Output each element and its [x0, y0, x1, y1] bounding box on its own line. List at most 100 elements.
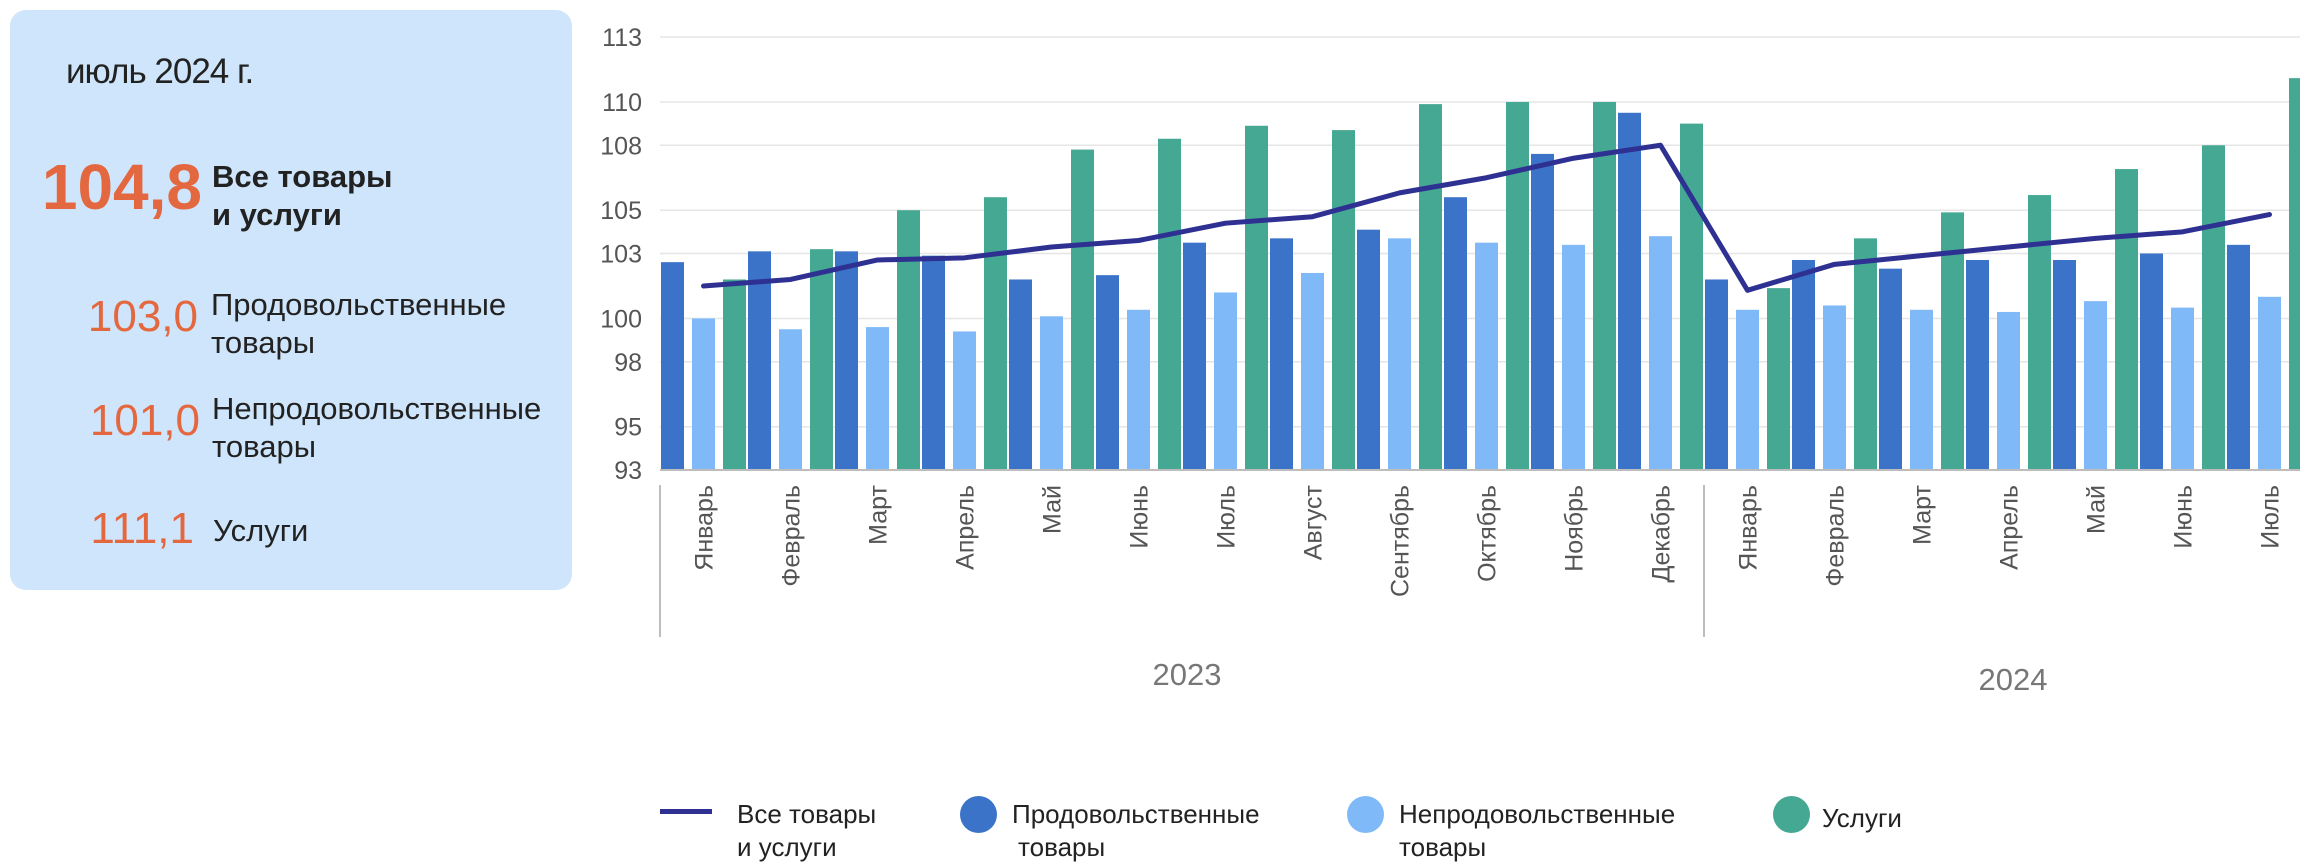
- legend-line-icon: [660, 809, 712, 814]
- x-tick-label: Май: [2083, 485, 2111, 534]
- bar-3: [810, 249, 833, 470]
- bar-1: [1183, 242, 1206, 470]
- y-tick-label: 100: [600, 305, 642, 333]
- bar-2: [1127, 309, 1150, 470]
- bar-3: [2289, 78, 2300, 470]
- bar-3: [2115, 169, 2138, 470]
- bar-3: [1506, 101, 1529, 470]
- x-tick-label: Февраль: [778, 485, 806, 587]
- bar-3: [723, 279, 746, 470]
- bar-2: [1562, 244, 1585, 470]
- summary-value-nonfood: 101,0: [89, 396, 200, 445]
- summary-label-food-2: товары: [211, 325, 315, 360]
- line-all-goods: [701, 142, 2272, 293]
- bar-3: [2202, 145, 2225, 470]
- x-tick-label: Май: [1039, 485, 1067, 534]
- bar-3: [1593, 101, 1616, 470]
- summary-label-services-1: Услуги: [213, 513, 309, 548]
- legend-label-line1: Продовольственные: [1012, 799, 1260, 829]
- bar-2: [1040, 316, 1063, 470]
- legend-label-line1: Все товары: [737, 799, 877, 829]
- bar-1: [2227, 244, 2250, 470]
- bar-2: [2084, 301, 2107, 470]
- bar-2: [953, 331, 976, 470]
- legend-label: Услуги: [1822, 802, 1902, 835]
- legend-label: Продовольственные товары: [1012, 798, 1260, 864]
- bar-2: [1475, 242, 1498, 470]
- bar-3: [1767, 288, 1790, 470]
- x-tick-label: Июль: [2257, 485, 2285, 549]
- x-tick-label: Июнь: [2170, 485, 2198, 549]
- bar-1: [748, 251, 771, 470]
- x-tick-label: Август: [1300, 484, 1328, 560]
- bar-1: [835, 251, 858, 470]
- bar-2: [2171, 307, 2194, 470]
- bar-1: [661, 262, 684, 470]
- bar-3: [1332, 130, 1355, 470]
- summary-value-food: 103,0: [87, 292, 198, 341]
- bar-3: [984, 197, 1007, 470]
- bar-3: [1419, 104, 1442, 471]
- bar-3: [897, 210, 920, 470]
- bar-1: [1096, 275, 1119, 470]
- bar-1: [1618, 112, 1641, 471]
- bar-3: [1158, 138, 1181, 470]
- bar-3: [1680, 123, 1703, 470]
- legend-label: Все товары и услуги: [737, 798, 876, 864]
- x-tick-label: Март: [1909, 484, 1937, 544]
- summary-period: июль 2024 г.: [66, 52, 254, 91]
- x-tick-label: Апрель: [952, 485, 980, 570]
- legend-label-line2: товары: [1018, 832, 1106, 862]
- bar-2: [1301, 272, 1324, 470]
- summary-label-nonfood-1: Непродовольственные: [212, 391, 542, 426]
- bar-1: [2140, 253, 2163, 470]
- x-tick-label: Октябрь: [1474, 485, 1502, 582]
- x-tick-label: Июль: [1213, 485, 1241, 549]
- bar-2: [1649, 236, 1672, 470]
- bar-1: [1444, 197, 1467, 470]
- bar-3: [2028, 195, 2051, 471]
- bar-1: [1792, 259, 1815, 470]
- x-tick-label: Февраль: [1822, 485, 1850, 587]
- group-label: 2024: [1979, 662, 2048, 697]
- group-label: 2023: [1153, 657, 1222, 692]
- bar-2: [692, 318, 715, 470]
- bar-3: [1071, 149, 1094, 470]
- y-tick-label: 103: [600, 241, 642, 269]
- legend-circle-icon: [1347, 796, 1384, 833]
- bar-1: [922, 255, 945, 470]
- bar-2: [866, 327, 889, 470]
- legend-label-line2: товары: [1399, 832, 1487, 862]
- y-tick-label: 95: [614, 414, 642, 442]
- bar-1: [2053, 259, 2076, 470]
- y-tick-label: 113: [602, 24, 642, 52]
- bar-1: [1705, 279, 1728, 470]
- legend-circle-icon: [1773, 796, 1810, 833]
- bar-1: [1879, 268, 1902, 470]
- y-tick-label: 105: [600, 197, 642, 225]
- bar-1: [1966, 259, 1989, 470]
- bar-1: [1357, 229, 1380, 470]
- bar-2: [1997, 311, 2020, 470]
- bar-3: [1941, 212, 1964, 471]
- legend-label-line1: Услуги: [1822, 803, 1902, 833]
- bar-2: [1823, 305, 1846, 470]
- summary-label-all-2: и услуги: [212, 197, 342, 232]
- x-tick-label: Июнь: [1126, 485, 1154, 549]
- legend-circle-icon: [960, 796, 997, 833]
- x-tick-label: Декабрь: [1648, 485, 1676, 582]
- x-tick-label: Сентябрь: [1387, 485, 1415, 597]
- bar-2: [2258, 296, 2281, 470]
- summary-value-services: 111,1: [90, 504, 194, 553]
- bar-1: [1531, 153, 1554, 470]
- summary-value-all: 104,8: [41, 151, 202, 223]
- bar-3: [1245, 125, 1268, 470]
- y-tick-label: 110: [602, 89, 642, 117]
- summary-label-nonfood-2: товары: [212, 429, 316, 464]
- summary-label-food-1: Продовольственные: [211, 287, 507, 322]
- legend-label: Непродовольственные товары: [1399, 798, 1675, 864]
- summary-panel: июль 2024 г. 104,8 Все товары и услуги 1…: [10, 10, 572, 590]
- bar-3: [1854, 238, 1877, 470]
- bar-2: [1388, 238, 1411, 470]
